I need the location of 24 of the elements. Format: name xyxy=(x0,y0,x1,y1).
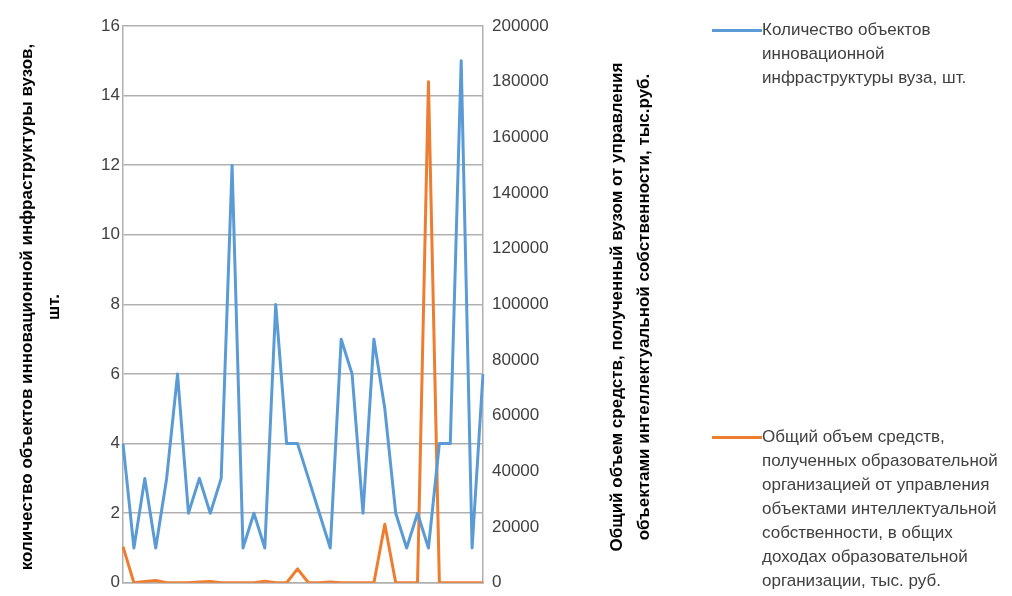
y-tick-label: 6 xyxy=(110,363,120,383)
y2-tick-label: 140000 xyxy=(492,182,549,202)
y-tick-label: 8 xyxy=(110,294,120,314)
y-tick-label: 14 xyxy=(101,85,120,105)
y2-tick-label: 160000 xyxy=(492,127,549,147)
y-tick-label: 0 xyxy=(110,572,120,592)
y-tick-label: 16 xyxy=(101,15,120,35)
y2-tick-label: 100000 xyxy=(492,294,549,314)
y-tick-label: 10 xyxy=(101,224,120,244)
y2-tick-label: 120000 xyxy=(492,238,549,258)
y2-tick-label: 20000 xyxy=(492,516,540,536)
y2-tick-label: 0 xyxy=(492,572,502,592)
y2-tick-label: 80000 xyxy=(492,349,540,369)
y2-tick-label: 60000 xyxy=(492,405,540,425)
y2-tick-label: 200000 xyxy=(492,15,549,35)
y-tick-label: 4 xyxy=(110,433,120,453)
y-tick-label: 12 xyxy=(101,154,120,174)
y2-tick-label: 180000 xyxy=(492,71,549,91)
y2-tick-label: 40000 xyxy=(492,461,540,481)
legend-label: Количество объектов инновационной инфраструктуры вуза, шт. xyxy=(762,19,968,89)
y-tick-label: 2 xyxy=(110,502,120,522)
y-axis-title: количество объектов инновационной инфраструктуры вузов, шт. xyxy=(16,42,64,573)
legend-label: Общий объем средств, полученных образовательной организацией от управления объектами интеллектуальной собственности, в общих доходах образовательной организации, тыс. руб. xyxy=(762,426,999,592)
y2-axis-title: Общий объем средств, полученный вузом от управления объектами интеллектуальной собственности, тыс.руб. xyxy=(606,61,654,554)
